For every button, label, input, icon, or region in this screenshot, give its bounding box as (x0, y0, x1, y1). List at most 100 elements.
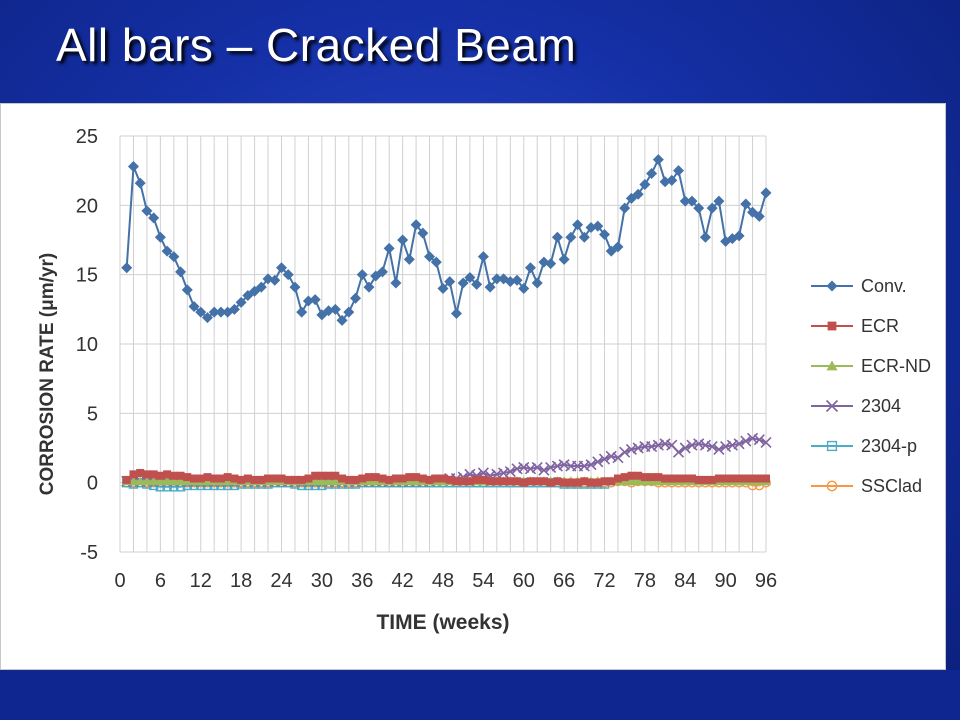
data-point (385, 475, 394, 484)
data-point (371, 473, 380, 482)
data-point (316, 476, 327, 486)
legend-item: SSClad (811, 476, 922, 496)
x-tick-label: 12 (190, 570, 212, 592)
x-tick-label: 54 (472, 570, 494, 592)
data-point (430, 256, 442, 268)
data-point (122, 475, 131, 484)
data-point (215, 306, 227, 318)
data-point (155, 476, 166, 486)
data-point (578, 460, 590, 472)
x-tick-label: 6 (155, 570, 166, 592)
data-point (269, 274, 281, 286)
data-point (760, 187, 772, 199)
data-point (506, 477, 515, 486)
data-point (539, 477, 548, 486)
data-point (538, 464, 550, 476)
data-point (592, 220, 604, 232)
data-point (486, 477, 495, 486)
y-tick-label: 25 (76, 126, 98, 148)
data-point (713, 195, 725, 207)
data-point (331, 471, 340, 480)
data-point (168, 476, 179, 486)
legend-marker (827, 321, 837, 331)
data-point (121, 262, 133, 274)
data-point (619, 202, 631, 214)
data-point (667, 474, 676, 483)
data-point (753, 210, 765, 222)
data-point (511, 463, 523, 475)
data-point (464, 271, 476, 283)
data-point (175, 266, 187, 278)
data-point (518, 283, 530, 295)
data-point (161, 245, 173, 257)
data-point (162, 476, 173, 486)
data-point (257, 475, 266, 484)
data-point (432, 474, 441, 483)
legend-marker (826, 440, 838, 452)
data-point (639, 179, 651, 191)
data-point (276, 262, 287, 274)
data-point (324, 471, 333, 480)
data-point (196, 474, 205, 483)
data-point (364, 473, 373, 482)
data-point (154, 231, 166, 243)
data-point (713, 443, 725, 455)
data-point (693, 438, 705, 450)
data-point (188, 301, 200, 313)
legend-label: 2304-p (861, 436, 917, 456)
data-point (646, 167, 658, 179)
data-point (163, 470, 172, 479)
data-point (706, 202, 718, 214)
x-tick-label: 0 (114, 570, 125, 592)
data-point (323, 476, 334, 486)
data-point (249, 285, 261, 297)
data-point (518, 461, 530, 473)
x-tick-label: 18 (230, 570, 252, 592)
data-point (625, 443, 637, 455)
data-point (560, 478, 569, 487)
data-point (304, 474, 313, 483)
data-point (282, 269, 294, 281)
data-point (673, 165, 685, 177)
legend: Conv. ECR ECR-ND 2304 2304-p SSClad (811, 276, 931, 496)
data-point (647, 473, 656, 482)
data-point (553, 477, 562, 486)
data-point (708, 475, 717, 484)
data-point (587, 478, 596, 487)
data-point (208, 306, 220, 318)
data-point (358, 474, 367, 483)
data-point (720, 441, 732, 453)
data-point (701, 475, 710, 484)
data-point (412, 473, 421, 482)
data-point (573, 478, 582, 487)
data-point (545, 461, 557, 473)
data-point (310, 476, 321, 486)
x-tick-label: 78 (634, 570, 656, 592)
chart-panel: -5 0 5 10 15 20 25 0 6 12 18 24 30 36 42 48 54 60 66 72 78 84… (0, 103, 946, 670)
data-point (135, 476, 146, 486)
data-point (497, 467, 510, 479)
data-point (620, 473, 629, 482)
x-tick-label: 24 (270, 570, 292, 592)
data-point (659, 438, 671, 450)
data-point (290, 475, 299, 484)
data-point (183, 473, 192, 482)
data-point (201, 312, 213, 324)
legend-marker (826, 360, 838, 371)
data-point (632, 188, 644, 200)
data-point (694, 475, 703, 484)
data-point (492, 477, 501, 486)
data-point (284, 475, 293, 484)
data-point (526, 477, 535, 486)
data-point (210, 474, 219, 483)
data-point (378, 474, 387, 483)
data-point (519, 478, 528, 487)
x-tick-label: 48 (432, 570, 454, 592)
data-point (376, 266, 388, 278)
x-tick-label: 42 (392, 570, 414, 592)
data-point (243, 474, 252, 483)
corrosion-rate-chart: -5 0 5 10 15 20 25 0 6 12 18 24 30 36 42 48 54 60 66 72 78 84… (1, 104, 945, 669)
data-point (740, 435, 752, 447)
data-point (491, 273, 503, 285)
data-point (699, 231, 711, 243)
